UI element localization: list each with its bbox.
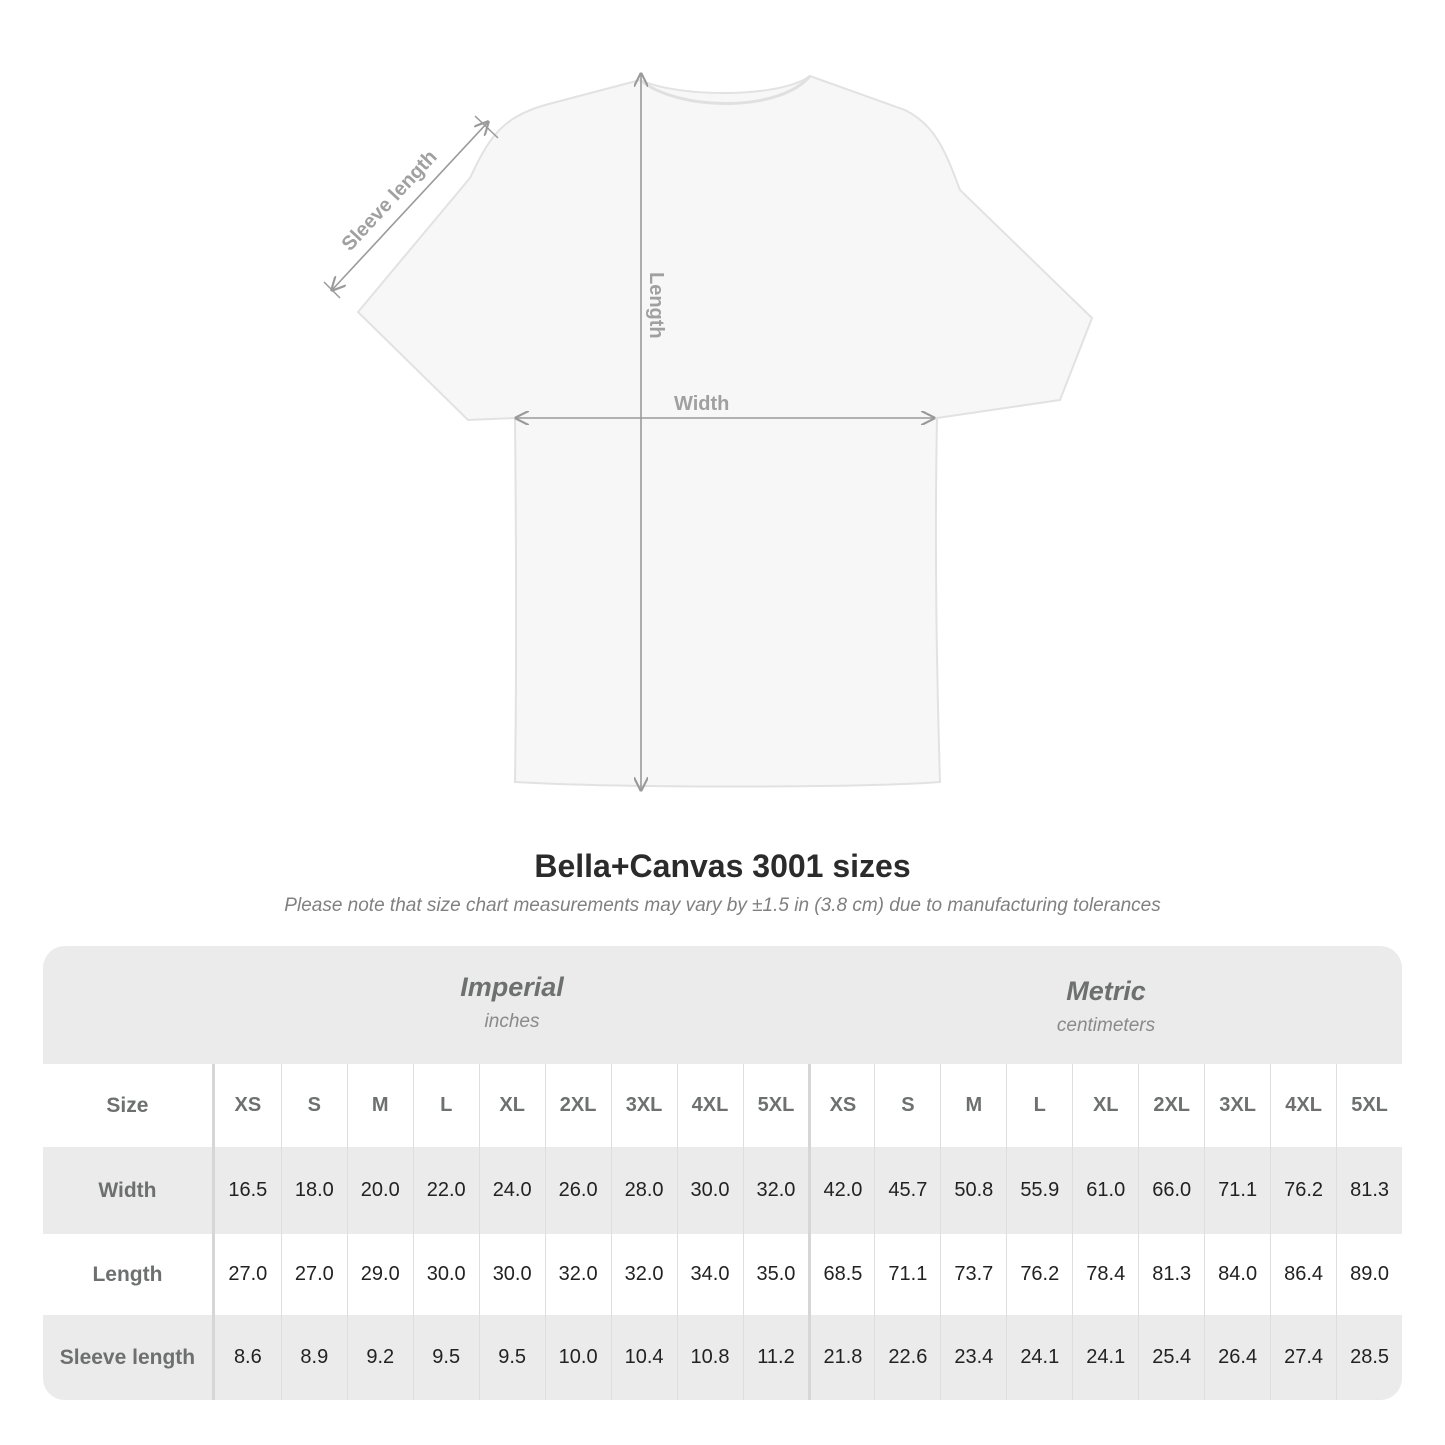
imperial-unit: inches: [484, 1011, 540, 1032]
imperial-group-header: Imperial inches: [215, 946, 809, 1090]
size-table: Imperial inches Metric centimeters Size X…: [43, 946, 1402, 1400]
metric-value-cell: 55.9: [1006, 1147, 1072, 1234]
imperial-value-cell: 27.0: [280, 1234, 347, 1315]
row-label: Width: [43, 1147, 215, 1234]
metric-value-cell: 23.4: [940, 1315, 1006, 1400]
metric-value-cell: 76.2: [1006, 1234, 1072, 1315]
imperial-value-cell: 20.0: [346, 1147, 413, 1234]
metric-value-cell: 66.0: [1138, 1147, 1204, 1234]
metric-value-cell: 50.8: [940, 1147, 1006, 1234]
metric-value-cell: 27.4: [1270, 1315, 1336, 1400]
size-column-header: XL: [478, 1064, 545, 1147]
metric-value-cell: 45.7: [874, 1147, 940, 1234]
metric-unit: centimeters: [1056, 1015, 1156, 1036]
size-column-header: 4XL: [1270, 1064, 1336, 1147]
size-header-row: Size XS S M L XL 2XL 3XL 4XL 5XL XS S M L XL 2XL 3XL 4XL 5…: [43, 1064, 1402, 1147]
metric-value-cell: 89.0: [1336, 1234, 1402, 1315]
metric-value-cell: 22.6: [874, 1315, 940, 1400]
imperial-value-cell: 34.0: [676, 1234, 743, 1315]
imperial-value-cell: 11.2: [742, 1315, 809, 1400]
metric-value-cell: 78.4: [1072, 1234, 1138, 1315]
imperial-value-cell: 35.0: [742, 1234, 809, 1315]
imperial-value-cell: 10.0: [544, 1315, 611, 1400]
size-column-header: M: [346, 1064, 413, 1147]
imperial-value-cell: 10.8: [676, 1315, 743, 1400]
imperial-value-cell: 24.0: [478, 1147, 545, 1234]
row-label: Size: [43, 1064, 215, 1147]
imperial-value-cell: 16.5: [228, 1179, 268, 1201]
imperial-value-cell: 28.0: [610, 1147, 677, 1234]
metric-value-cell: 73.7: [940, 1234, 1006, 1315]
imperial-value-cell: 30.0: [412, 1234, 479, 1315]
imperial-value-cell: 32.0: [742, 1147, 809, 1234]
page-title: Bella+Canvas 3001 sizes: [534, 848, 911, 884]
metric-value-cell: 24.1: [1072, 1315, 1138, 1400]
size-column-header: 2XL: [544, 1064, 611, 1147]
sleeve-measure-line: [332, 122, 488, 290]
table-row: Length 27.0 27.0 29.0 30.0 30.0 32.0 32.0 34.0 35…: [43, 1234, 1402, 1315]
size-column-header: S: [874, 1064, 940, 1147]
size-column-header: L: [412, 1064, 479, 1147]
table-row: Width 16.5 18.0 20.0 22.0 24.0 26.0 28.0 30.0 32.…: [43, 1147, 1402, 1234]
imperial-value-cell: 9.2: [346, 1315, 413, 1400]
length-label: Length: [645, 272, 667, 339]
metric-value-cell: 81.3: [1138, 1234, 1204, 1315]
width-label: Width: [674, 393, 729, 415]
metric-value-cell: 81.3: [1336, 1147, 1402, 1234]
imperial-value-cell: 9.5: [412, 1315, 479, 1400]
size-column-header: XS: [234, 1094, 262, 1116]
tolerance-note: Please note that size chart measurements…: [284, 895, 1161, 916]
table-row: Sleeve length 8.6 8.9 9.2 9.5 9.5 10.0 10.4 10.8…: [43, 1315, 1402, 1400]
tshirt-shape: [356, 74, 1094, 788]
tshirt-diagram: Sleeve length Length Width: [323, 0, 1094, 830]
size-column-header: XL: [1072, 1064, 1138, 1147]
size-column-header: XS: [808, 1064, 874, 1147]
imperial-value-cell: 8.9: [280, 1315, 347, 1400]
metric-value-cell: 68.5: [808, 1234, 874, 1315]
size-column-header: L: [1006, 1064, 1072, 1147]
metric-heading: Metric: [1066, 976, 1146, 1006]
row-label: Length: [43, 1234, 215, 1315]
metric-value-cell: 86.4: [1270, 1234, 1336, 1315]
size-column-header: 3XL: [1204, 1064, 1270, 1147]
metric-value-cell: 25.4: [1138, 1315, 1204, 1400]
metric-value-cell: 71.1: [874, 1234, 940, 1315]
imperial-value-cell: 30.0: [676, 1147, 743, 1234]
size-column-header: 3XL: [610, 1064, 677, 1147]
imperial-heading: Imperial: [460, 972, 564, 1002]
imperial-value-cell: 32.0: [544, 1234, 611, 1315]
metric-value-cell: 84.0: [1204, 1234, 1270, 1315]
metric-value-cell: 28.5: [1336, 1315, 1402, 1400]
metric-value-cell: 76.2: [1270, 1147, 1336, 1234]
size-column-header: M: [940, 1064, 1006, 1147]
metric-value-cell: 71.1: [1204, 1147, 1270, 1234]
metric-value-cell: 42.0: [808, 1147, 874, 1234]
imperial-value-cell: 29.0: [346, 1234, 413, 1315]
metric-value-cell: 26.4: [1204, 1315, 1270, 1400]
imperial-value-cell: 22.0: [412, 1147, 479, 1234]
imperial-value-cell: 8.6: [233, 1346, 262, 1368]
size-column-header: S: [280, 1064, 347, 1147]
imperial-value-cell: 18.0: [280, 1147, 347, 1234]
imperial-value-cell: 30.0: [478, 1234, 545, 1315]
metric-value-cell: 24.1: [1006, 1315, 1072, 1400]
metric-group-header: Metric centimeters: [809, 946, 1402, 1094]
row-label: Sleeve length: [43, 1315, 215, 1400]
imperial-value-cell: 26.0: [544, 1147, 611, 1234]
size-column-header: 4XL: [676, 1064, 743, 1147]
metric-value-cell: 21.8: [808, 1315, 874, 1400]
size-column-header: 5XL: [742, 1064, 809, 1147]
imperial-value-cell: 9.5: [478, 1315, 545, 1400]
size-column-header: 5XL: [1336, 1064, 1402, 1147]
imperial-value-cell: 27.0: [228, 1263, 268, 1285]
imperial-value-cell: 32.0: [610, 1234, 677, 1315]
imperial-value-cell: 10.4: [610, 1315, 677, 1400]
size-column-header: 2XL: [1138, 1064, 1204, 1147]
metric-value-cell: 61.0: [1072, 1147, 1138, 1234]
